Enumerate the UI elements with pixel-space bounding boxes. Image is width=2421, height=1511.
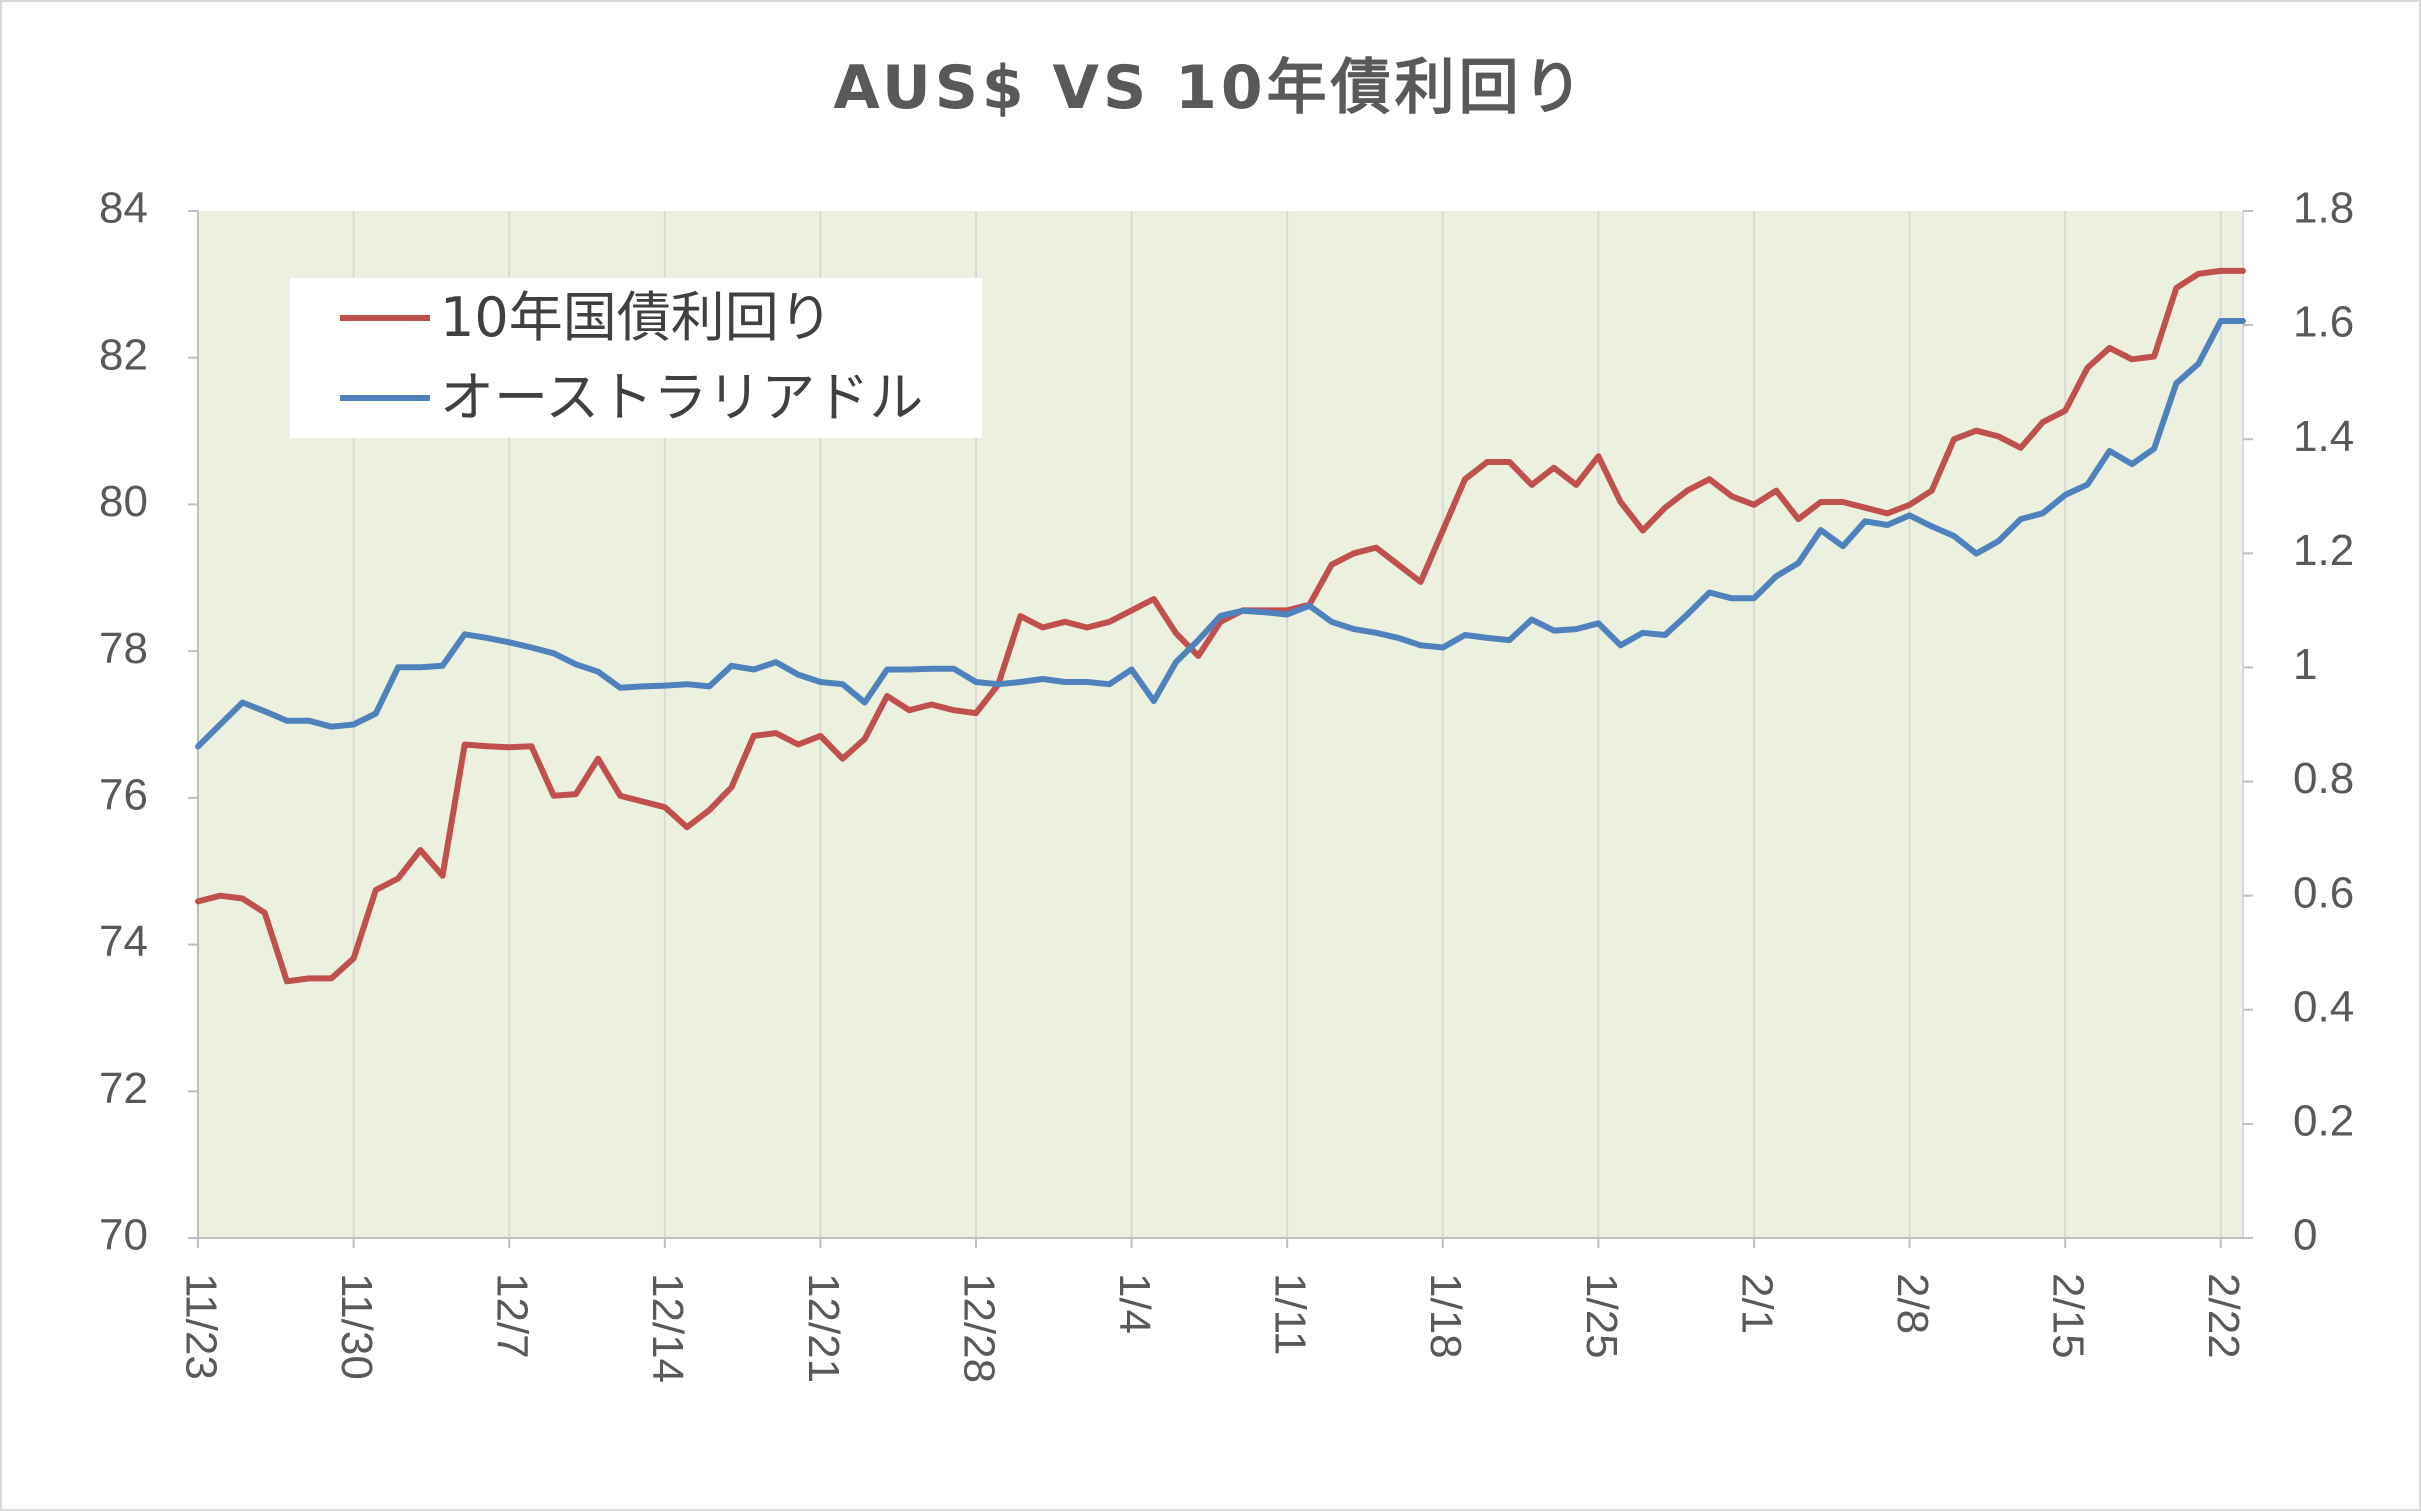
- x-tick-label: 12/21: [799, 1273, 848, 1383]
- right-tick-label: 1.4: [2293, 412, 2354, 461]
- right-tick-label: 0.8: [2293, 754, 2354, 803]
- x-tick-label: 12/7: [488, 1273, 537, 1359]
- x-tick-label: 1/25: [1577, 1273, 1626, 1359]
- right-tick-label: 0.6: [2293, 868, 2354, 917]
- right-tick-label: 1: [2293, 640, 2317, 689]
- chart-title: AUS$ VS 10年債利回り: [833, 53, 1586, 123]
- x-axis-ticks: 11/23 11/30 12/7 12/14 12/21 12/28 1/4 1/11 1/18…: [176, 1238, 2248, 1383]
- right-axis-ticks: 0 0.2 0.4 0.6 0.8 1 1.2 1.4 1.6 1.8: [2243, 184, 2354, 1260]
- right-tick-label: 1.8: [2293, 184, 2354, 233]
- x-tick-label: 1/11: [1266, 1273, 1315, 1355]
- series-line-yield: [195, 267, 2246, 985]
- x-tick-label: 2/15: [2044, 1273, 2093, 1359]
- legend-label-yield: 10年国債利回り: [440, 286, 833, 349]
- right-tick-label: 1.6: [2293, 298, 2354, 347]
- left-tick-label: 82: [99, 330, 148, 379]
- x-tick-label: 2/22: [2199, 1273, 2248, 1359]
- right-tick-label: 0.4: [2293, 982, 2354, 1031]
- x-tick-label: 2/8: [1888, 1273, 1937, 1334]
- x-tick-label: 1/18: [1421, 1273, 1470, 1359]
- legend-background: [290, 278, 982, 438]
- x-tick-label: 1/4: [1110, 1273, 1159, 1334]
- axes: [197, 211, 2243, 1239]
- right-tick-label: 0.2: [2293, 1097, 2354, 1146]
- left-tick-label: 76: [99, 770, 148, 819]
- left-tick-label: 74: [99, 917, 148, 966]
- x-tick-label: 12/28: [954, 1273, 1003, 1383]
- left-axis-ticks: 70 72 74 76 78 80 82 84: [99, 184, 198, 1260]
- left-tick-label: 70: [99, 1211, 148, 1260]
- left-tick-label: 80: [99, 477, 148, 526]
- x-tick-label: 12/14: [643, 1273, 692, 1383]
- series-lines: [195, 267, 2246, 985]
- left-tick-label: 84: [99, 184, 148, 233]
- series-line-aud: [195, 318, 2246, 750]
- legend: 10年国債利回り オーストラリアドル: [290, 278, 982, 438]
- gridlines: [352, 211, 2244, 1238]
- x-tick-label: 11/23: [176, 1273, 225, 1380]
- legend-label-aud: オーストラリアドル: [440, 366, 923, 429]
- left-tick-label: 72: [99, 1064, 148, 1113]
- right-tick-label: 1.2: [2293, 526, 2354, 575]
- x-tick-label: 2/1: [1732, 1273, 1781, 1334]
- x-tick-label: 11/30: [332, 1273, 381, 1380]
- left-tick-label: 78: [99, 624, 148, 673]
- right-tick-label: 0: [2293, 1211, 2317, 1260]
